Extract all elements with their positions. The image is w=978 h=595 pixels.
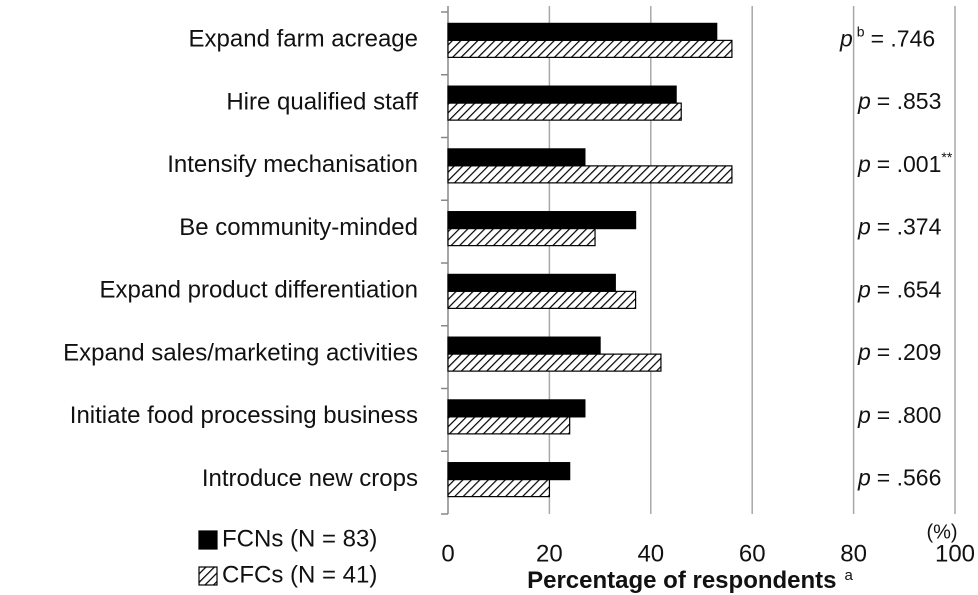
p-value: p = .566	[857, 465, 941, 491]
y-tick-label: Expand sales/marketing activities	[63, 339, 418, 366]
p-italic: p	[857, 151, 871, 177]
p-italic: p	[839, 25, 853, 51]
x-tick-label: 20	[536, 540, 563, 567]
p-text: = .374	[877, 214, 942, 240]
p-value: p b = .746	[839, 23, 935, 51]
p-italic: p	[857, 339, 871, 365]
bar	[447, 22, 718, 41]
p-italic: p	[857, 88, 871, 114]
bar	[447, 462, 571, 481]
p-value: p = .853	[857, 88, 941, 114]
bar	[447, 399, 586, 418]
x-tick-label: 100	[935, 540, 975, 567]
x-axis-label: Percentage of respondents a	[527, 567, 853, 594]
p-text: = .800	[877, 402, 942, 428]
x-tick-label: 80	[840, 540, 867, 567]
bar	[447, 148, 586, 167]
x-axis-label-text: Percentage of respondents	[527, 567, 836, 594]
bar	[447, 479, 551, 498]
p-text: = .566	[877, 465, 942, 491]
bar	[447, 336, 601, 355]
p-italic: p	[857, 402, 871, 428]
p-text: = .001	[877, 151, 942, 177]
p-value: p = .001**	[857, 149, 953, 177]
p-italic: p	[857, 276, 871, 302]
bar	[447, 165, 733, 184]
y-tick-label: Be community-minded	[179, 214, 418, 241]
superscript: b	[857, 23, 865, 39]
y-tick-label: Initiate food processing business	[70, 402, 418, 429]
p-text: = .209	[877, 339, 942, 365]
x-tick-label: 60	[739, 540, 766, 567]
p-italic: p	[857, 214, 871, 240]
bar	[447, 102, 682, 121]
bar	[447, 290, 637, 309]
p-value: p = .374	[857, 214, 942, 240]
bar	[447, 228, 596, 247]
y-tick-label: Expand product differentiation	[100, 277, 418, 304]
x-tick-label: 40	[637, 540, 664, 567]
bar	[447, 353, 662, 372]
legend-label: CFCs (N = 41)	[222, 561, 377, 588]
p-text: = .853	[877, 88, 942, 114]
legend-swatch	[198, 566, 218, 586]
p-text: = .746	[871, 25, 936, 51]
y-tick-label: Intensify mechanisation	[167, 151, 418, 178]
p-italic: p	[857, 465, 871, 491]
p-value: p = .800	[857, 402, 941, 428]
y-tick-label: Hire qualified staff	[226, 88, 418, 115]
bar	[447, 85, 677, 104]
superscript: **	[941, 149, 952, 165]
y-tick-label: Expand farm acreage	[189, 26, 418, 53]
bar	[447, 211, 637, 230]
legend-label: FCNs (N = 83)	[222, 525, 377, 552]
x-tick-label: 0	[441, 540, 454, 567]
bar	[447, 39, 733, 58]
bar	[447, 273, 616, 292]
p-value: p = .654	[857, 276, 942, 302]
superscript: a	[845, 567, 854, 584]
p-value: p = .209	[857, 339, 941, 365]
p-text: = .654	[877, 276, 942, 302]
x-unit: (%)	[926, 521, 957, 543]
bar	[447, 416, 571, 435]
legend-swatch	[198, 530, 218, 550]
y-tick-label: Introduce new crops	[202, 465, 418, 492]
